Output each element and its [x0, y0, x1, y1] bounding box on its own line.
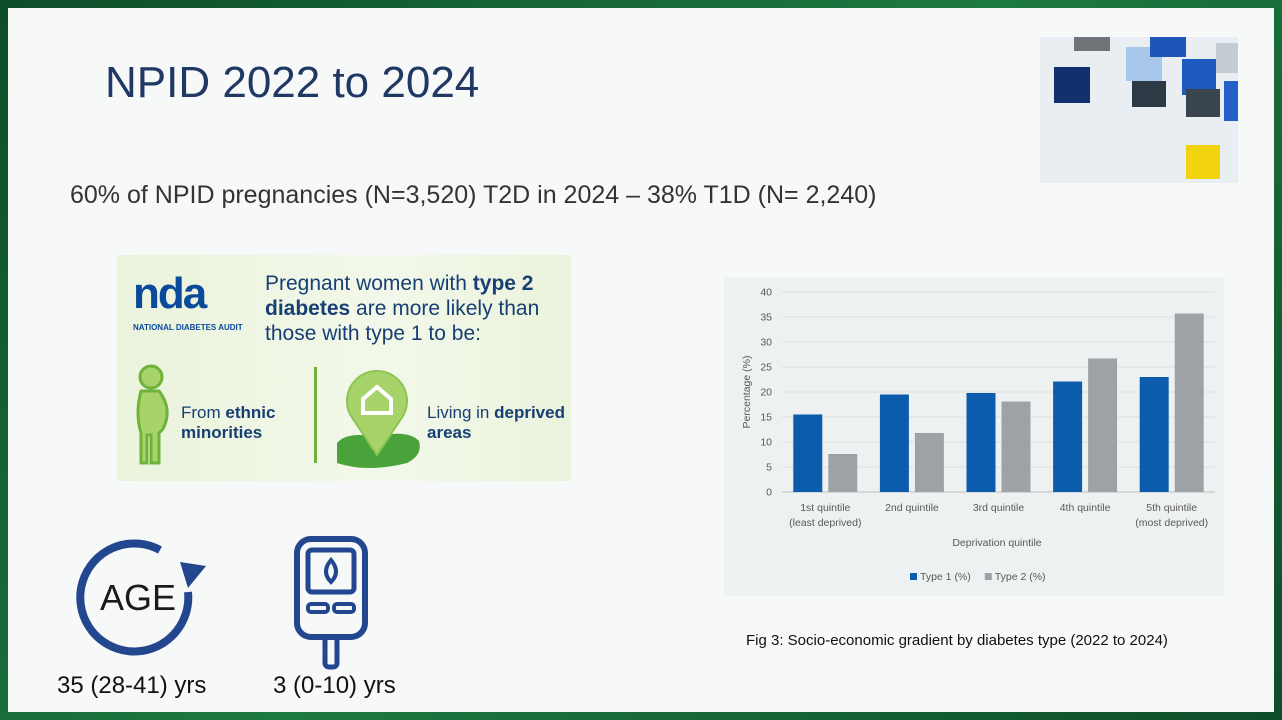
legend-label: Type 2 (%) [995, 571, 1046, 583]
x-tick-label: 4th quintile [1059, 502, 1111, 514]
x-tick-label: 1st quintile (least deprived) [789, 502, 862, 529]
bold-text: type 2 diabetes [265, 272, 534, 320]
cube [1054, 67, 1090, 103]
slide-title: NPID 2022 to 2024 [105, 58, 480, 107]
icon-head [138, 364, 164, 390]
icon-screen [305, 547, 357, 595]
text: Living in [427, 403, 490, 422]
y-tick-label: 5 [766, 462, 772, 474]
divider [314, 367, 317, 463]
bar [1139, 377, 1169, 492]
chart: Percentage (%) Deprivation quintile 0 5 10… [741, 287, 1215, 583]
bar [1001, 401, 1031, 492]
bold-text: ethnic minorities [181, 403, 276, 442]
duration-stat: 3 (0-10) yrs [273, 672, 396, 699]
cube [1224, 81, 1238, 121]
pregnant-icon [136, 364, 169, 465]
age-label: AGE [100, 577, 176, 618]
info-item: Living in deprived areas [427, 403, 567, 443]
cube [1186, 89, 1220, 117]
cube [1074, 37, 1110, 51]
y-tick-label: 40 [760, 287, 772, 299]
y-tick-label: 0 [766, 487, 772, 499]
icon-drop [324, 556, 338, 585]
text: Pregnant women with [265, 272, 467, 295]
decor-cubes [1040, 37, 1238, 183]
bar [828, 454, 858, 492]
icon-body [136, 389, 169, 465]
legend-label: Type 1 (%) [920, 571, 971, 583]
meter-icon [294, 536, 368, 670]
chart-box: Percentage (%) Deprivation quintile 0 5 10… [724, 278, 1224, 596]
icon-arrow [180, 562, 206, 588]
logo-caption: NATIONAL DIABETES AUDIT [133, 323, 243, 332]
cube [1186, 145, 1220, 179]
logo: nda [133, 269, 207, 318]
icon-house [361, 384, 393, 415]
icon-arc [76, 539, 193, 656]
location-icon [337, 370, 420, 468]
age-icon: AGE [76, 539, 206, 656]
info-heading: Pregnant women with type 2 diabetes are … [265, 271, 565, 346]
cube [1216, 43, 1238, 73]
legend-swatch [984, 573, 992, 580]
infographic: nda NATIONAL DIABETES AUDIT Pregnant wom… [117, 255, 571, 481]
bar [793, 414, 823, 492]
cube [1132, 81, 1166, 107]
legend-swatch [910, 573, 917, 580]
cube [1150, 37, 1186, 57]
y-tick-label: 15 [760, 412, 772, 424]
y-tick-label: 35 [760, 312, 772, 324]
icon-strip [322, 634, 340, 670]
age-stat: 35 (28-41) yrs [57, 672, 207, 699]
bar [1174, 313, 1204, 492]
x-axis-title: Deprivation quintile [952, 537, 1041, 549]
y-tick-label: 10 [760, 437, 772, 449]
y-tick-label: 25 [760, 362, 772, 374]
text: From [181, 403, 221, 422]
y-axis-title: Percentage (%) [741, 356, 753, 429]
figure-caption: Fig 3: Socio-economic gradient by diabet… [746, 632, 1168, 649]
bar [879, 394, 909, 492]
bar [1053, 381, 1083, 492]
bar [1088, 358, 1118, 492]
x-tick-label: 5th quintile (most deprived) [1135, 502, 1209, 529]
x-tick-label: 2nd quintile [885, 502, 939, 514]
bar [966, 393, 996, 492]
y-tick-label: 30 [760, 337, 772, 349]
bold-text: deprived areas [427, 403, 565, 442]
y-tick-label: 20 [760, 387, 772, 399]
subtitle: 60% of NPID pregnancies (N=3,520) T2D in… [70, 181, 877, 209]
info-item: From ethnic minorities [181, 403, 301, 443]
icon-button [306, 602, 330, 614]
bar [914, 433, 944, 492]
text: are more likely than those with type 1 t… [265, 297, 540, 345]
slide: NPID 2022 to 2024 60% of NPID pregnancie… [8, 8, 1274, 712]
x-tick-label: 3rd quintile [972, 502, 1025, 514]
icon-button [332, 602, 356, 614]
